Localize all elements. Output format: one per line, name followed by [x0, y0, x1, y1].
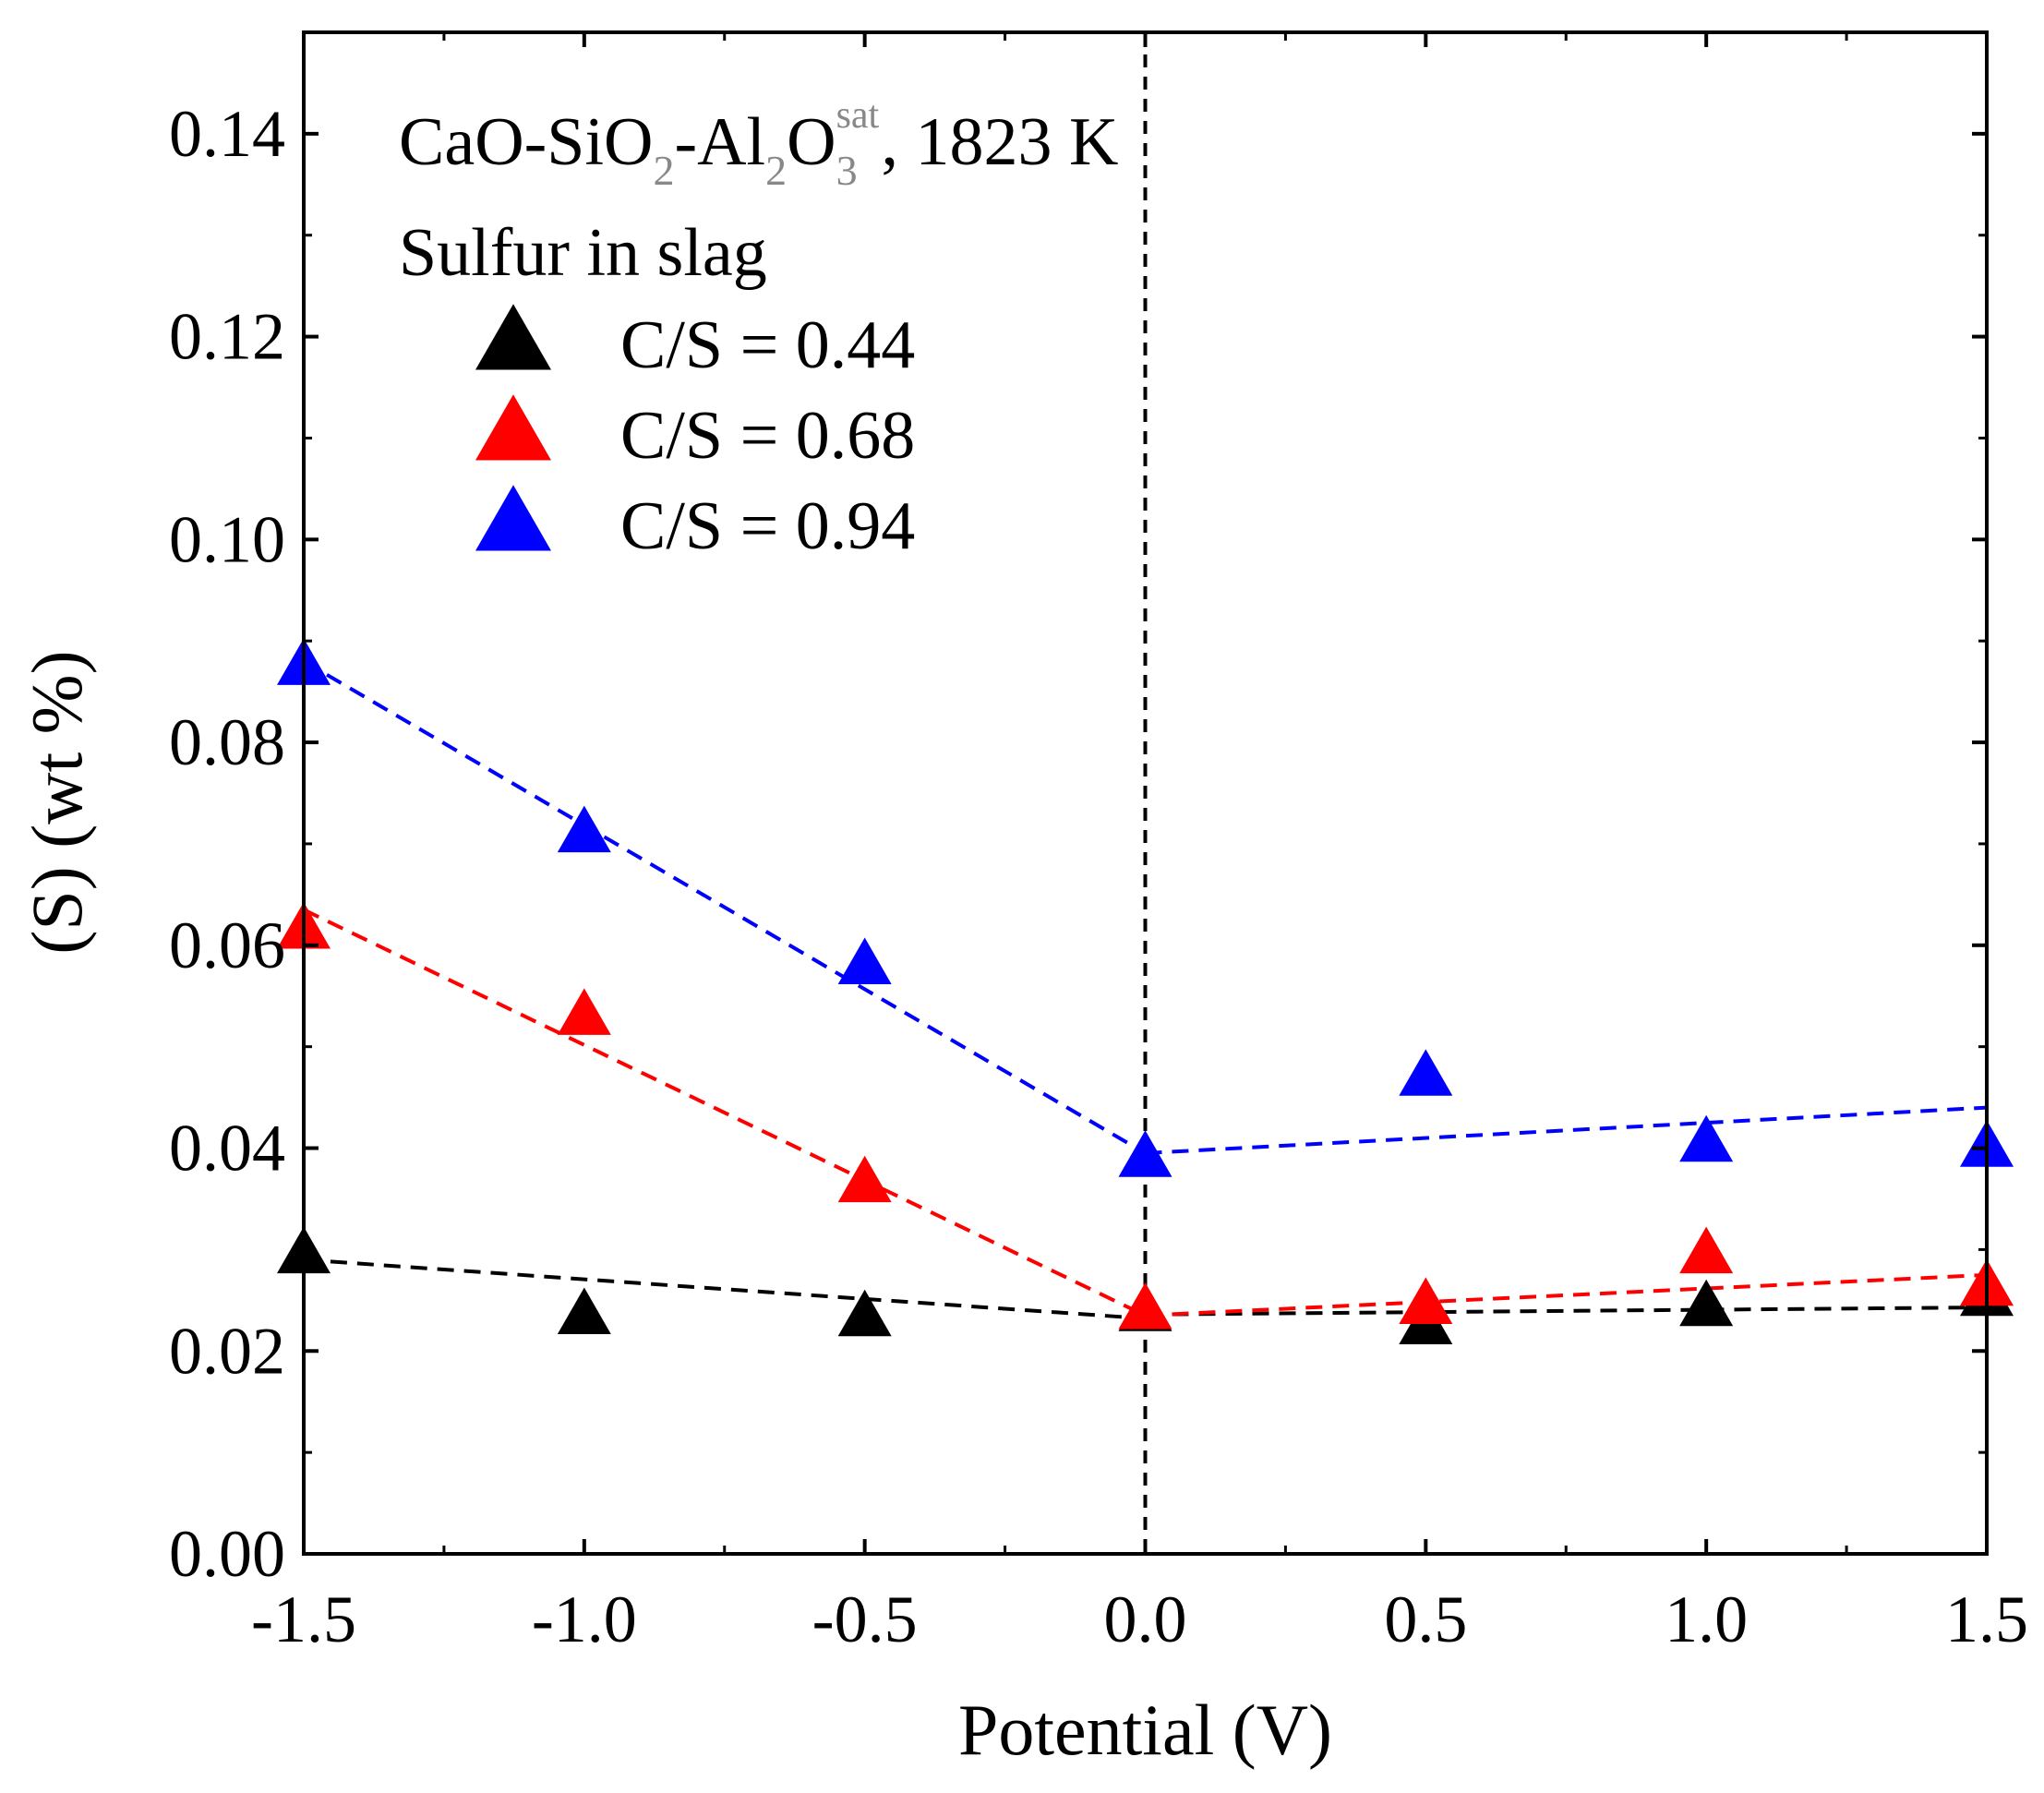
- annotation-o: O: [787, 104, 836, 180]
- annotation-sub1: 2: [653, 147, 674, 194]
- legend-marker-series-0: [475, 304, 551, 370]
- annotation-base: CaO-SiO: [399, 104, 653, 180]
- y-tick-label: 0.04: [169, 1112, 285, 1185]
- legend-label: C/S = 0.44: [620, 307, 915, 383]
- data-point-series-1: [1118, 1282, 1172, 1330]
- x-tick-label: -1.5: [251, 1582, 356, 1656]
- y-axis-label: (S) (wt %): [17, 650, 97, 954]
- annotation-sup: sat: [836, 94, 880, 137]
- annotation-mid: -Al: [674, 104, 765, 180]
- system-annotation: CaO-SiO2-Al2O3sat, 1823 K: [399, 94, 1119, 194]
- x-tick-label: 0.5: [1384, 1582, 1467, 1656]
- data-point-series-1: [1679, 1226, 1734, 1274]
- legend-title: Sulfur in slag: [399, 215, 767, 291]
- legend: C/S = 0.44 C/S = 0.68 C/S = 0.94: [475, 304, 915, 564]
- data-point-series-0: [837, 1289, 892, 1337]
- legend-marker-series-2: [475, 485, 551, 551]
- fit-lines: [302, 659, 1988, 1321]
- fit-line-series-1: [303, 908, 1147, 1318]
- fit-line-series-0: [303, 1258, 1146, 1321]
- y-tick-label: 0.00: [169, 1517, 285, 1591]
- data-point-series-2: [557, 805, 611, 853]
- x-tick-label: -0.5: [812, 1582, 918, 1656]
- y-tick-label: 0.14: [169, 97, 285, 171]
- legend-label: C/S = 0.94: [620, 488, 915, 564]
- data-point-series-2: [1679, 1114, 1734, 1162]
- data-point-series-1: [557, 988, 611, 1035]
- data-point-series-2: [837, 937, 892, 984]
- data-point-series-0: [1679, 1279, 1734, 1327]
- fit-line-series-0: [1145, 1306, 1988, 1317]
- annotation-sub2: 2: [765, 147, 787, 194]
- legend-label: C/S = 0.68: [620, 398, 915, 474]
- data-point-series-1: [1399, 1277, 1453, 1325]
- tick-labels: -1.5 -1.0 -0.5 0.0 0.5 1.0 1.5 0.00 0.02 0.04 0.06…: [169, 97, 2028, 1656]
- x-tick-label: -1.0: [532, 1582, 637, 1656]
- annotation-tail: , 1823 K: [882, 104, 1119, 180]
- legend-marker-series-1: [475, 394, 551, 461]
- data-point-series-1: [837, 1155, 892, 1203]
- y-tick-label: 0.10: [169, 502, 285, 576]
- fit-line-series-1: [1145, 1272, 1988, 1318]
- axis-ticks: [302, 32, 1989, 1556]
- annotation-sub3: 3: [836, 147, 858, 194]
- y-tick-label: 0.02: [169, 1314, 285, 1388]
- data-point-series-2: [1118, 1130, 1172, 1177]
- x-tick-label: 1.5: [1945, 1582, 2028, 1656]
- fit-line-series-2: [302, 659, 1147, 1155]
- x-tick-label: 0.0: [1104, 1582, 1187, 1656]
- y-tick-label: 0.12: [169, 300, 285, 374]
- x-axis-label: Potential (V): [958, 1690, 1332, 1770]
- y-tick-label: 0.08: [169, 705, 285, 779]
- fit-line-series-2: [1145, 1105, 1988, 1156]
- y-tick-label: 0.06: [169, 909, 285, 982]
- x-tick-label: 1.0: [1665, 1582, 1748, 1656]
- data-point-series-0: [557, 1287, 611, 1334]
- data-point-series-2: [1399, 1049, 1453, 1096]
